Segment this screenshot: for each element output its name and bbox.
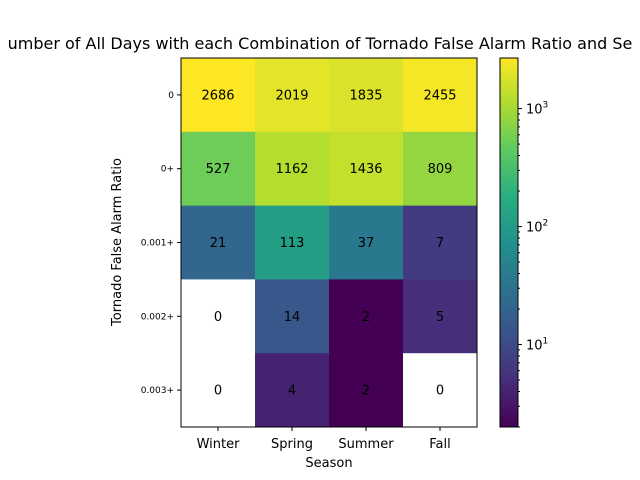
heatmap-cell — [181, 58, 256, 133]
cell-value-label: 0 — [214, 310, 222, 325]
heatmap-cell — [403, 205, 478, 280]
heatmap-cell — [181, 353, 256, 428]
heatmap-cell — [403, 279, 478, 354]
heatmap-cell — [329, 58, 404, 133]
cell-value-label: 2686 — [201, 88, 234, 103]
heatmap-cell — [255, 205, 330, 280]
heatmap-cell — [255, 279, 330, 354]
chart-title: umber of All Days with each Combination … — [8, 34, 633, 53]
cell-value-label: 7 — [436, 236, 444, 251]
x-tick-label: Spring — [271, 437, 313, 452]
cell-value-label: 2455 — [423, 88, 456, 103]
cell-value-label: 1162 — [275, 162, 308, 177]
heatmap-cell — [403, 353, 478, 428]
heatmap-cell — [329, 279, 404, 354]
cell-value-label: 1436 — [349, 162, 382, 177]
colorbar: 101 102 103 — [499, 57, 548, 428]
y-tick-label: 0+ — [161, 165, 174, 175]
cell-value-label: 37 — [358, 236, 375, 251]
x-axis-label: Season — [305, 456, 352, 471]
heatmap-cell — [329, 353, 404, 428]
cell-value-label: 113 — [280, 236, 305, 251]
colorbar-ticks: 101 102 103 — [518, 101, 548, 428]
y-tick-label: 0 — [168, 91, 174, 101]
heatmap-cell — [181, 205, 256, 280]
y-tick-label: 0.003+ — [141, 386, 174, 396]
heatmap-cell — [181, 279, 256, 354]
heatmap-cell — [403, 131, 478, 207]
x-tick-label: Summer — [338, 437, 394, 452]
heatmap-cell — [329, 205, 404, 280]
y-tick-label: 0.002+ — [141, 312, 174, 322]
cell-value-label: 0 — [436, 384, 444, 399]
colorbar-tick-label: 101 — [526, 337, 548, 354]
cell-value-label: 527 — [206, 162, 231, 177]
cell-value-label: 4 — [288, 384, 296, 399]
cell-value-label: 2 — [362, 310, 370, 325]
x-tick-label: Winter — [197, 437, 241, 452]
x-axis-ticks: Winter Spring Summer Fall — [197, 427, 451, 452]
y-tick-label: 0.001+ — [141, 239, 174, 249]
cell-value-label: 2019 — [275, 88, 308, 103]
colorbar-tick-label: 103 — [526, 101, 548, 118]
colorbar-gradient — [499, 57, 519, 428]
cell-value-label: 2 — [362, 384, 370, 399]
y-axis-label: Tornado False Alarm Ratio — [110, 158, 125, 327]
heatmap-cell-labels: 2686 2019 1835 2455 527 1162 1436 809 21 113 37 7 0 1… — [201, 88, 456, 398]
cell-value-label: 809 — [428, 162, 453, 177]
cell-value-label: 5 — [436, 310, 444, 325]
cell-value-label: 1835 — [349, 88, 382, 103]
x-tick-label: Fall — [429, 437, 450, 452]
colorbar-tick-label: 102 — [526, 219, 548, 236]
heatmap-cell — [255, 58, 330, 133]
cell-value-label: 21 — [210, 236, 227, 251]
heatmap-cell — [329, 131, 404, 207]
heatmap-cell — [255, 131, 330, 207]
heatmap-cell — [181, 131, 256, 207]
heatmap-cells — [181, 58, 478, 428]
cell-value-label: 14 — [284, 310, 301, 325]
y-axis-ticks: 0 0+ 0.001+ 0.002+ 0.003+ — [141, 91, 181, 396]
heatmap-cell — [403, 58, 478, 133]
cell-value-label: 0 — [214, 384, 222, 399]
heatmap-cell — [255, 353, 330, 428]
